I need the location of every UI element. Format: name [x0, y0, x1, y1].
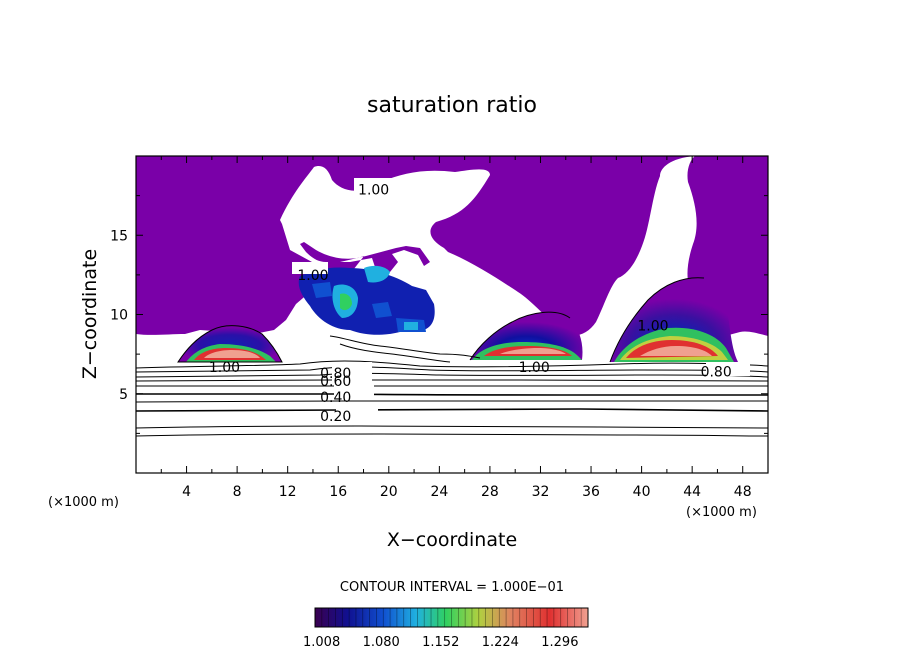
x-tick-label: 32 [532, 484, 550, 500]
saturated-cell-c [364, 265, 390, 283]
contour-line-mid-detail-2 [339, 343, 451, 363]
saturated-cell-g [372, 302, 392, 318]
contour-label: 1.00 [637, 319, 668, 335]
colorbar-tick-label: 1.224 [482, 635, 519, 650]
outline-left-blob [177, 325, 283, 363]
contour-label: 1.00 [358, 182, 389, 198]
colorbar-tick-labels: 1.008 1.080 1.152 1.224 1.296 [303, 635, 578, 650]
contour-line-010 [136, 425, 768, 429]
contour-line-020 [136, 408, 768, 412]
x-tick-label: 12 [279, 484, 297, 500]
x-tick-label: 16 [329, 484, 347, 500]
label-bg-1 [354, 178, 392, 192]
contour-line-mid-detail [329, 335, 481, 359]
x-tick-label: 40 [633, 484, 651, 500]
x-tick-label: 36 [582, 484, 600, 500]
x-tick-label: 28 [481, 484, 499, 500]
x-tick-label: 48 [734, 484, 752, 500]
label-bg-3 [332, 362, 372, 374]
label-bg-4 [332, 372, 372, 384]
outline-right-blob [609, 277, 705, 363]
contour-label: 0.60 [320, 374, 351, 390]
x-tick-label: 24 [430, 484, 448, 500]
x-tick-label: 20 [380, 484, 398, 500]
x-tick-label: 44 [683, 484, 701, 500]
y-axis-ticks: 5 10 15 [110, 195, 768, 434]
contour-label: 0.40 [320, 390, 351, 406]
colorbar-tick-label: 1.152 [422, 635, 459, 650]
saturated-cell-e [404, 322, 418, 330]
colorbar-tick-label: 1.008 [303, 635, 340, 650]
plot-field: 1.001.001.001.00 1.000.800.600.400.200.80 [136, 156, 768, 473]
colorbar: 1.008 1.080 1.152 1.224 1.296 [303, 607, 589, 650]
colorbar-swatch [314, 607, 589, 628]
y-axis-title: Z−coordinate [79, 249, 101, 379]
contour-label: 1.00 [209, 360, 240, 376]
contour-label: 0.80 [320, 366, 351, 382]
contour-label-backgrounds [292, 178, 750, 416]
saturated-cell-b [340, 293, 352, 311]
label-bg-5 [334, 384, 374, 396]
contour-line-005 [136, 433, 768, 437]
colorbar-divisions [321, 608, 582, 627]
contour-labels: 1.001.001.001.00 1.000.800.600.400.200.80 [209, 182, 732, 425]
contour-label: 0.80 [701, 365, 732, 381]
contour-interval-text: CONTOUR INTERVAL = 1.000E−01 [340, 580, 564, 595]
saturated-region-middle-cloud [298, 267, 435, 335]
saturated-core-left-highlight [204, 350, 260, 358]
contour-line-080 [136, 366, 768, 373]
x-unit-label: (×1000 m) [686, 505, 757, 520]
y-tick-label: 5 [119, 387, 128, 403]
saturation-outline [177, 277, 705, 363]
chart-title: saturation ratio [367, 93, 537, 118]
label-bg-2 [292, 262, 328, 274]
contour-line-090 [136, 360, 768, 369]
label-bg-6 [336, 402, 378, 416]
z-unit-label: (×1000 m) [48, 495, 119, 510]
saturated-cell-f [312, 282, 332, 298]
contour-line-040 [136, 393, 768, 396]
y-tick-label: 10 [110, 308, 128, 324]
saturated-region-main [136, 156, 768, 336]
saturated-core-mid-right-highlight [500, 348, 566, 354]
contour-lines [136, 335, 768, 437]
outline-mid-right-blob [469, 311, 571, 361]
x-tick-label: 8 [233, 484, 242, 500]
contour-line-060 [136, 379, 768, 382]
contour-label: 0.20 [320, 409, 351, 425]
x-axis-title: X−coordinate [387, 529, 517, 551]
contour-label: 1.00 [519, 360, 550, 376]
y-tick-label: 15 [110, 228, 128, 244]
contour-line-030 [136, 400, 768, 403]
contour-label: 1.00 [297, 268, 328, 284]
colorbar-tick-label: 1.296 [541, 635, 578, 650]
saturated-core-right-highlight [640, 346, 712, 356]
x-tick-label: 4 [182, 484, 191, 500]
x-axis-ticks: 4 8 12 16 20 24 28 32 36 40 44 48 [160, 156, 752, 500]
label-bg-7 [706, 362, 750, 376]
colorbar-tick-label: 1.080 [363, 635, 400, 650]
contour-line-070 [136, 372, 768, 378]
